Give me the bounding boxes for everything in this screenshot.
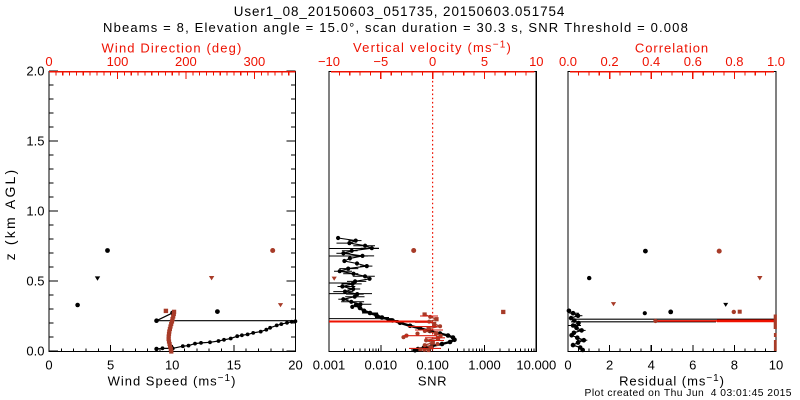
svg-text:Plot created on Thu Jun 4 03:: Plot created on Thu Jun 4 03:01:45 2015 [585,388,793,399]
svg-text:0.2: 0.2 [601,54,619,69]
svg-text:Wind Direction (deg): Wind Direction (deg) [102,41,243,56]
svg-text:Correlation: Correlation [635,41,709,56]
svg-text:1.000: 1.000 [468,358,501,373]
svg-text:0.0: 0.0 [26,344,44,359]
svg-text:1.0: 1.0 [26,204,44,219]
svg-text:0.8: 0.8 [725,54,743,69]
svg-text:z (km AGL): z (km AGL) [2,168,18,261]
svg-text:6: 6 [689,358,696,373]
svg-text:−5: −5 [373,54,388,69]
svg-text:10.000: 10.000 [516,358,556,373]
svg-text:20: 20 [288,358,302,373]
svg-text:4: 4 [648,358,655,373]
svg-text:0.5: 0.5 [26,274,44,289]
svg-text:0.010: 0.010 [365,358,398,373]
svg-text:0.6: 0.6 [684,54,702,69]
svg-text:2: 2 [606,358,613,373]
svg-text:Residual (ms−1): Residual (ms−1) [619,373,725,389]
svg-text:Vertical velocity (ms−1): Vertical velocity (ms−1) [353,40,512,56]
svg-text:5: 5 [107,358,114,373]
svg-text:15: 15 [227,358,241,373]
svg-text:User1_08_20150603_051735, 2015: User1_08_20150603_051735, 20150603.05175… [234,4,566,19]
svg-text:10: 10 [529,54,543,69]
svg-text:10: 10 [165,358,179,373]
svg-text:200: 200 [175,54,197,69]
svg-text:0: 0 [429,54,436,69]
svg-text:−10: −10 [318,54,340,69]
svg-text:0.001: 0.001 [313,358,346,373]
svg-text:5: 5 [481,54,488,69]
svg-text:100: 100 [107,54,129,69]
svg-text:0.0: 0.0 [559,54,577,69]
svg-text:10: 10 [769,358,783,373]
svg-text:1.5: 1.5 [26,134,44,149]
svg-text:1.0: 1.0 [767,54,785,69]
svg-text:0: 0 [564,358,571,373]
svg-text:0.4: 0.4 [642,54,660,69]
svg-text:Nbeams = 8, Elevation angle =: Nbeams = 8, Elevation angle = 15.0°, sca… [103,20,689,35]
svg-text:Wind Speed (ms−1): Wind Speed (ms−1) [108,373,237,389]
svg-text:2.0: 2.0 [26,64,44,79]
svg-text:0.100: 0.100 [416,358,449,373]
svg-text:0: 0 [45,358,52,373]
svg-text:8: 8 [731,358,738,373]
svg-text:0: 0 [45,54,52,69]
svg-text:SNR: SNR [418,374,447,389]
svg-text:300: 300 [244,54,266,69]
